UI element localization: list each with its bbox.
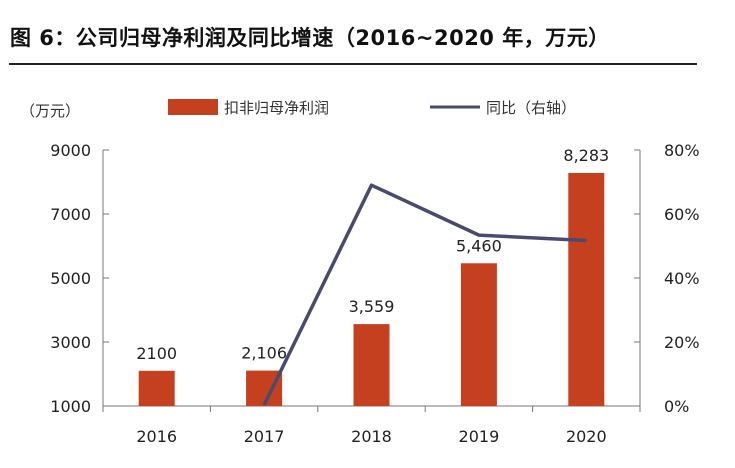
bar-value-label: 8,283 [563,146,609,165]
x-tick-label: 2019 [459,427,500,446]
y-right-tick-label: 20% [664,333,700,352]
y-right-tick-label: 60% [664,205,700,224]
y-left-tick-label: 1000 [50,397,91,416]
page-title: 图 6：公司归母净利润及同比增速（2016~2020 年，万元） [10,26,610,50]
bar-value-label: 2,106 [241,344,287,363]
axes: 1000 3000 5000 7000 9000 0% 20% 40% 60% 80% 2016 20… [50,141,699,446]
yoy-growth-line [262,183,587,406]
x-tick-label: 2020 [566,427,607,446]
x-tick-label: 2017 [244,427,285,446]
y-left-tick-label: 3000 [50,333,91,352]
bar-value-label: 5,460 [456,236,502,255]
x-tick-label: 2018 [351,427,392,446]
legend: 扣非归母净利润 同比（右轴） [168,99,576,117]
y-right-tick-label: 0% [664,397,689,416]
y-right-tick-label: 80% [664,141,700,160]
x-tick-label: 2016 [136,427,177,446]
title-underline [9,63,697,65]
y-left-tick-label: 7000 [50,205,91,224]
bar [138,370,175,406]
y-left-tick-label: 5000 [50,269,91,288]
y-right-tick-label: 40% [664,269,700,288]
bar [460,263,497,406]
line-series [262,183,587,406]
legend-bar-label: 扣非归母净利润 [224,99,329,117]
y-unit-label: （万元） [20,102,80,120]
legend-bar-swatch [168,99,218,115]
bar-series: 2100 2,106 3,559 5,460 8,283 [136,146,609,406]
y-left-tick-label: 9000 [50,141,91,160]
legend-line-label: 同比（右轴） [486,99,576,117]
bar [568,172,605,406]
bar-value-label: 2100 [136,344,177,363]
bar-value-label: 3,559 [349,297,395,316]
bar [353,324,390,406]
